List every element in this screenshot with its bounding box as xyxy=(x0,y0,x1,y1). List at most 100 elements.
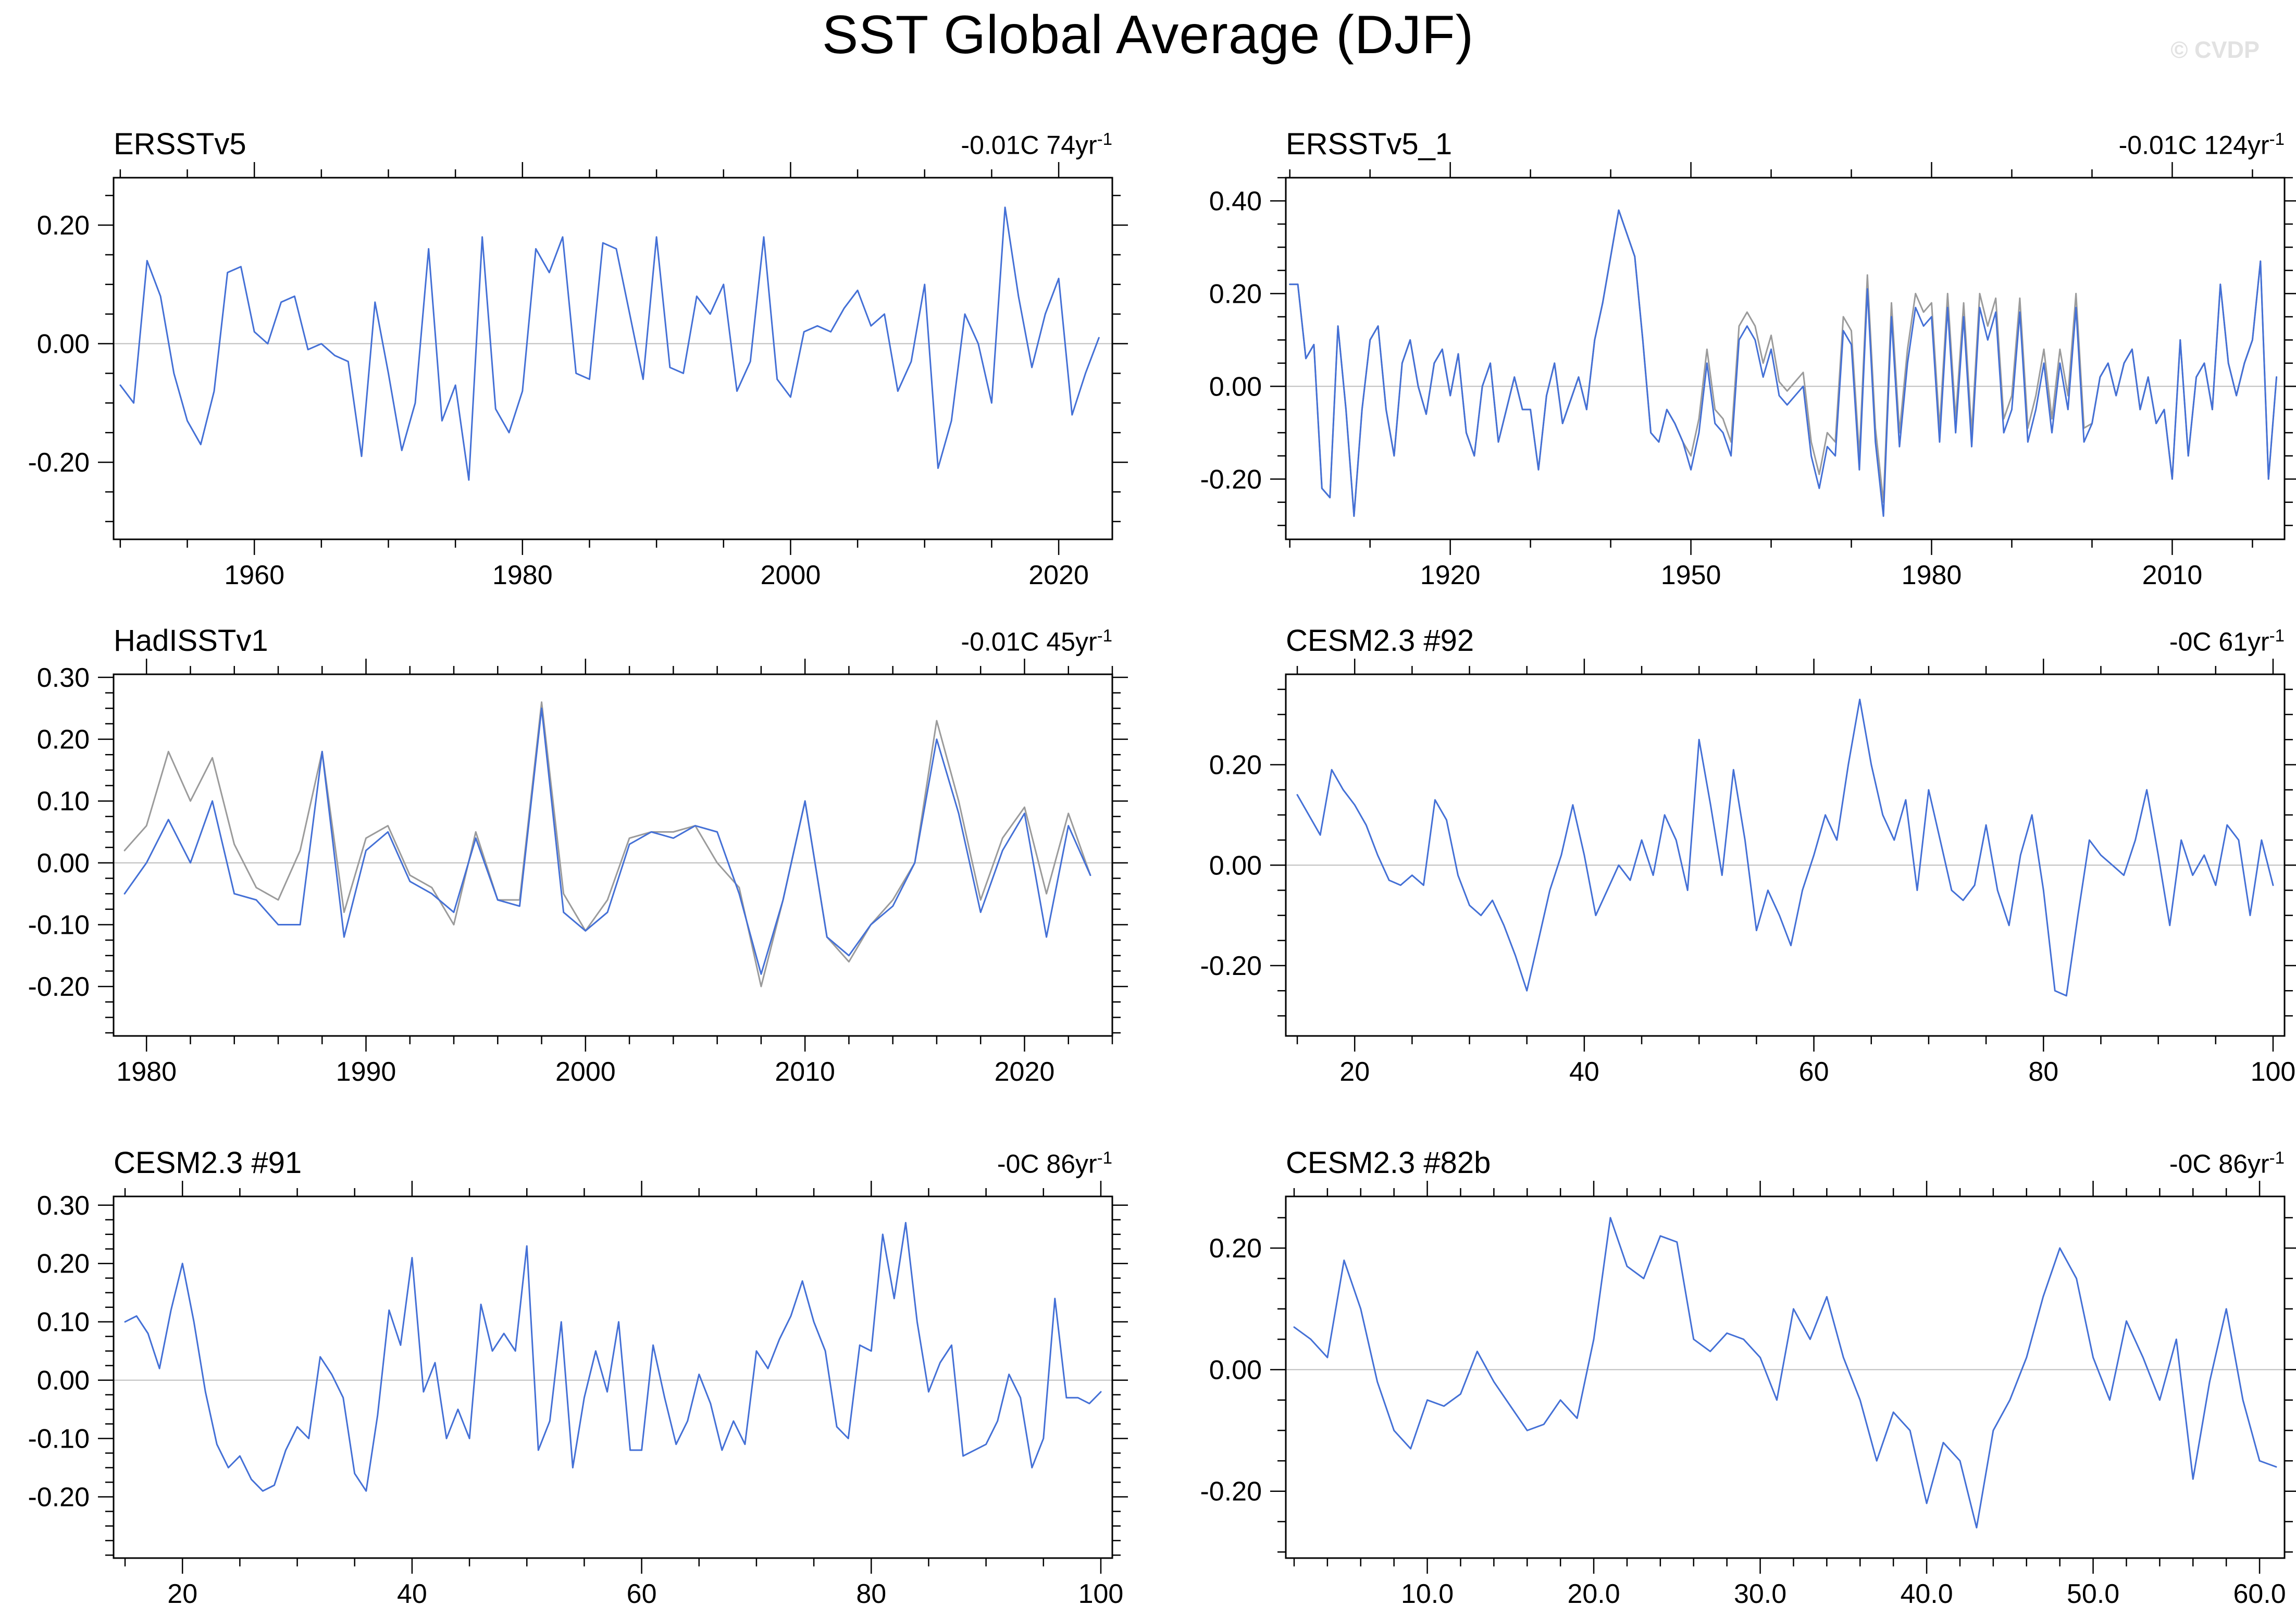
plot-cesm23-82b: 10.0 20.0 30.0 40.0 50.0 60.0 0.20 0.00 -0.20 xyxy=(1200,1181,2296,1609)
x-tick-label: 40 xyxy=(1569,1057,1599,1087)
series-HadISSTv1-gray xyxy=(123,701,1091,987)
panel-header-cesm23-91: CESM2.3 #91 -0C 86yr-1 xyxy=(114,1145,1112,1180)
plot-box xyxy=(113,177,1113,540)
x-tick-label: 1980 xyxy=(1902,560,1962,590)
trend-exponent: -1 xyxy=(2269,129,2285,149)
series-ERSSTv5_1-gray xyxy=(1289,209,2278,517)
plot-ersstv5-1: 1920 1950 1980 2010 0.40 0.20 0.00 -0.20 xyxy=(1200,162,2296,590)
y-tick-label: 0.00 xyxy=(1209,372,1262,402)
figure-title: SST Global Average (DJF) xyxy=(822,5,1474,65)
x-tick-label: 2000 xyxy=(555,1057,616,1087)
y-tick-label: 0.30 xyxy=(37,663,90,693)
trend-value: -0C 86yr xyxy=(997,1150,1097,1179)
watermark: © CVDP xyxy=(2170,36,2260,63)
trend-value: -0C 61yr xyxy=(2169,627,2269,657)
x-tick-label: 1990 xyxy=(336,1057,396,1087)
panel-header-ersstv5: ERSSTv5 -0.01C 74yr-1 xyxy=(114,127,1112,162)
y-tick-label: -0.10 xyxy=(28,1424,90,1454)
y-tick-label: 0.10 xyxy=(37,786,90,817)
y-tick-label: 0.20 xyxy=(1209,1233,1262,1264)
trend-value: -0C 86yr xyxy=(2169,1150,2269,1179)
panel-title: HadISSTv1 xyxy=(114,624,268,658)
trend-value: -0.01C 45yr xyxy=(961,627,1097,657)
series-CESM2.3-92 xyxy=(1296,698,2274,997)
x-tick-label: 2020 xyxy=(995,1057,1055,1087)
x-tick-label: 2000 xyxy=(761,560,821,590)
y-tick-label: 0.40 xyxy=(1209,186,1262,216)
plot-box xyxy=(1285,1195,2286,1559)
panel-title: CESM2.3 #91 xyxy=(114,1146,302,1180)
panel-header-ersstv5-1: ERSSTv5_1 -0.01C 124yr-1 xyxy=(1286,127,2285,162)
panel-title: CESM2.3 #82b xyxy=(1286,1146,1491,1180)
trend-value: -0.01C 74yr xyxy=(961,131,1097,160)
plot-box xyxy=(113,1195,1113,1559)
panel-title: CESM2.3 #92 xyxy=(1286,624,1474,658)
x-tick-label: 60 xyxy=(627,1579,657,1609)
plot-box xyxy=(1285,177,2286,540)
y-tick-label: 0.20 xyxy=(1209,279,1262,309)
x-tick-label: 2010 xyxy=(775,1057,835,1087)
plot-box xyxy=(1285,673,2286,1037)
y-tick-label: -0.20 xyxy=(1200,951,1262,981)
series-HadISSTv1 xyxy=(123,707,1091,975)
y-tick-label: 0.30 xyxy=(37,1191,90,1221)
series-ERSSTv5_1 xyxy=(1289,209,2278,517)
x-tick-label: 60 xyxy=(1799,1057,1829,1087)
trend-exponent: -1 xyxy=(2269,1148,2285,1168)
x-tick-label: 50.0 xyxy=(2067,1579,2119,1609)
panel-header-cesm23-82b: CESM2.3 #82b -0C 86yr-1 xyxy=(1286,1145,2285,1180)
trend-exponent: -1 xyxy=(1097,626,1112,646)
trend-annotation: -0C 86yr-1 xyxy=(2169,1148,2285,1179)
x-tick-label: 40 xyxy=(397,1579,427,1609)
y-tick-label: 0.00 xyxy=(1209,850,1262,881)
trend-annotation: -0.01C 45yr-1 xyxy=(961,626,1112,657)
y-tick-label: -0.20 xyxy=(1200,1477,1262,1507)
y-tick-label: -0.20 xyxy=(28,1482,90,1512)
x-tick-label: 2010 xyxy=(2142,560,2203,590)
y-tick-label: -0.20 xyxy=(28,972,90,1002)
x-tick-label: 80 xyxy=(2028,1057,2058,1087)
plot-hadisstv1: 1980 1990 2000 2010 2020 0.30 0.20 0.10 0.00 -0.1… xyxy=(28,659,1128,1087)
y-tick-label: 0.10 xyxy=(37,1307,90,1338)
x-tick-label: 1980 xyxy=(492,560,553,590)
x-tick-label: 10.0 xyxy=(1401,1579,1454,1609)
panel-title: ERSSTv5_1 xyxy=(1286,127,1453,161)
series-CESM2.3-82b xyxy=(1293,1217,2277,1529)
panel-header-cesm23-92: CESM2.3 #92 -0C 61yr-1 xyxy=(1286,623,2285,658)
y-tick-label: 0.00 xyxy=(37,1366,90,1396)
trend-annotation: -0.01C 124yr-1 xyxy=(2119,129,2285,160)
x-tick-label: 20.0 xyxy=(1567,1579,1620,1609)
panel-title: ERSSTv5 xyxy=(114,127,246,161)
y-tick-label: 0.20 xyxy=(37,211,90,241)
y-tick-label: 0.00 xyxy=(1209,1355,1262,1385)
trend-exponent: -1 xyxy=(2269,626,2285,646)
trend-exponent: -1 xyxy=(1097,1148,1112,1168)
x-tick-label: 100 xyxy=(2251,1057,2296,1087)
x-tick-label: 1960 xyxy=(224,560,284,590)
y-tick-label: 0.20 xyxy=(37,1249,90,1279)
plot-ersstv5: 1960 1980 2000 2020 0.20 0.00 -0.20 xyxy=(28,162,1128,590)
panel-header-hadisstv1: HadISSTv1 -0.01C 45yr-1 xyxy=(114,623,1112,658)
x-tick-label: 1980 xyxy=(116,1057,177,1087)
y-tick-label: -0.20 xyxy=(1200,464,1262,495)
trend-annotation: -0C 61yr-1 xyxy=(2169,626,2285,657)
x-tick-label: 1950 xyxy=(1661,560,1721,590)
trend-value: -0.01C 124yr xyxy=(2118,131,2269,160)
x-tick-label: 20 xyxy=(167,1579,197,1609)
plot-cesm23-92: 20 40 60 80 100 0.20 0.00 -0.20 xyxy=(1200,659,2296,1087)
x-tick-label: 2020 xyxy=(1028,560,1089,590)
x-tick-label: 20 xyxy=(1339,1057,1370,1087)
plot-cesm23-91: 20 40 60 80 100 0.30 0.20 0.10 0.00 -0.10 -0.20 xyxy=(28,1181,1128,1609)
x-tick-label: 60.0 xyxy=(2233,1579,2286,1609)
series-ERSSTv5 xyxy=(119,206,1100,481)
x-tick-label: 30.0 xyxy=(1734,1579,1786,1609)
x-tick-label: 80 xyxy=(856,1579,886,1609)
x-tick-label: 100 xyxy=(1078,1579,1124,1609)
x-tick-label: 1920 xyxy=(1420,560,1481,590)
y-tick-label: 0.20 xyxy=(37,725,90,755)
x-tick-label: 40.0 xyxy=(1900,1579,1953,1609)
y-tick-label: 0.00 xyxy=(37,848,90,879)
y-tick-label: -0.10 xyxy=(28,910,90,940)
trend-exponent: -1 xyxy=(1097,129,1112,149)
